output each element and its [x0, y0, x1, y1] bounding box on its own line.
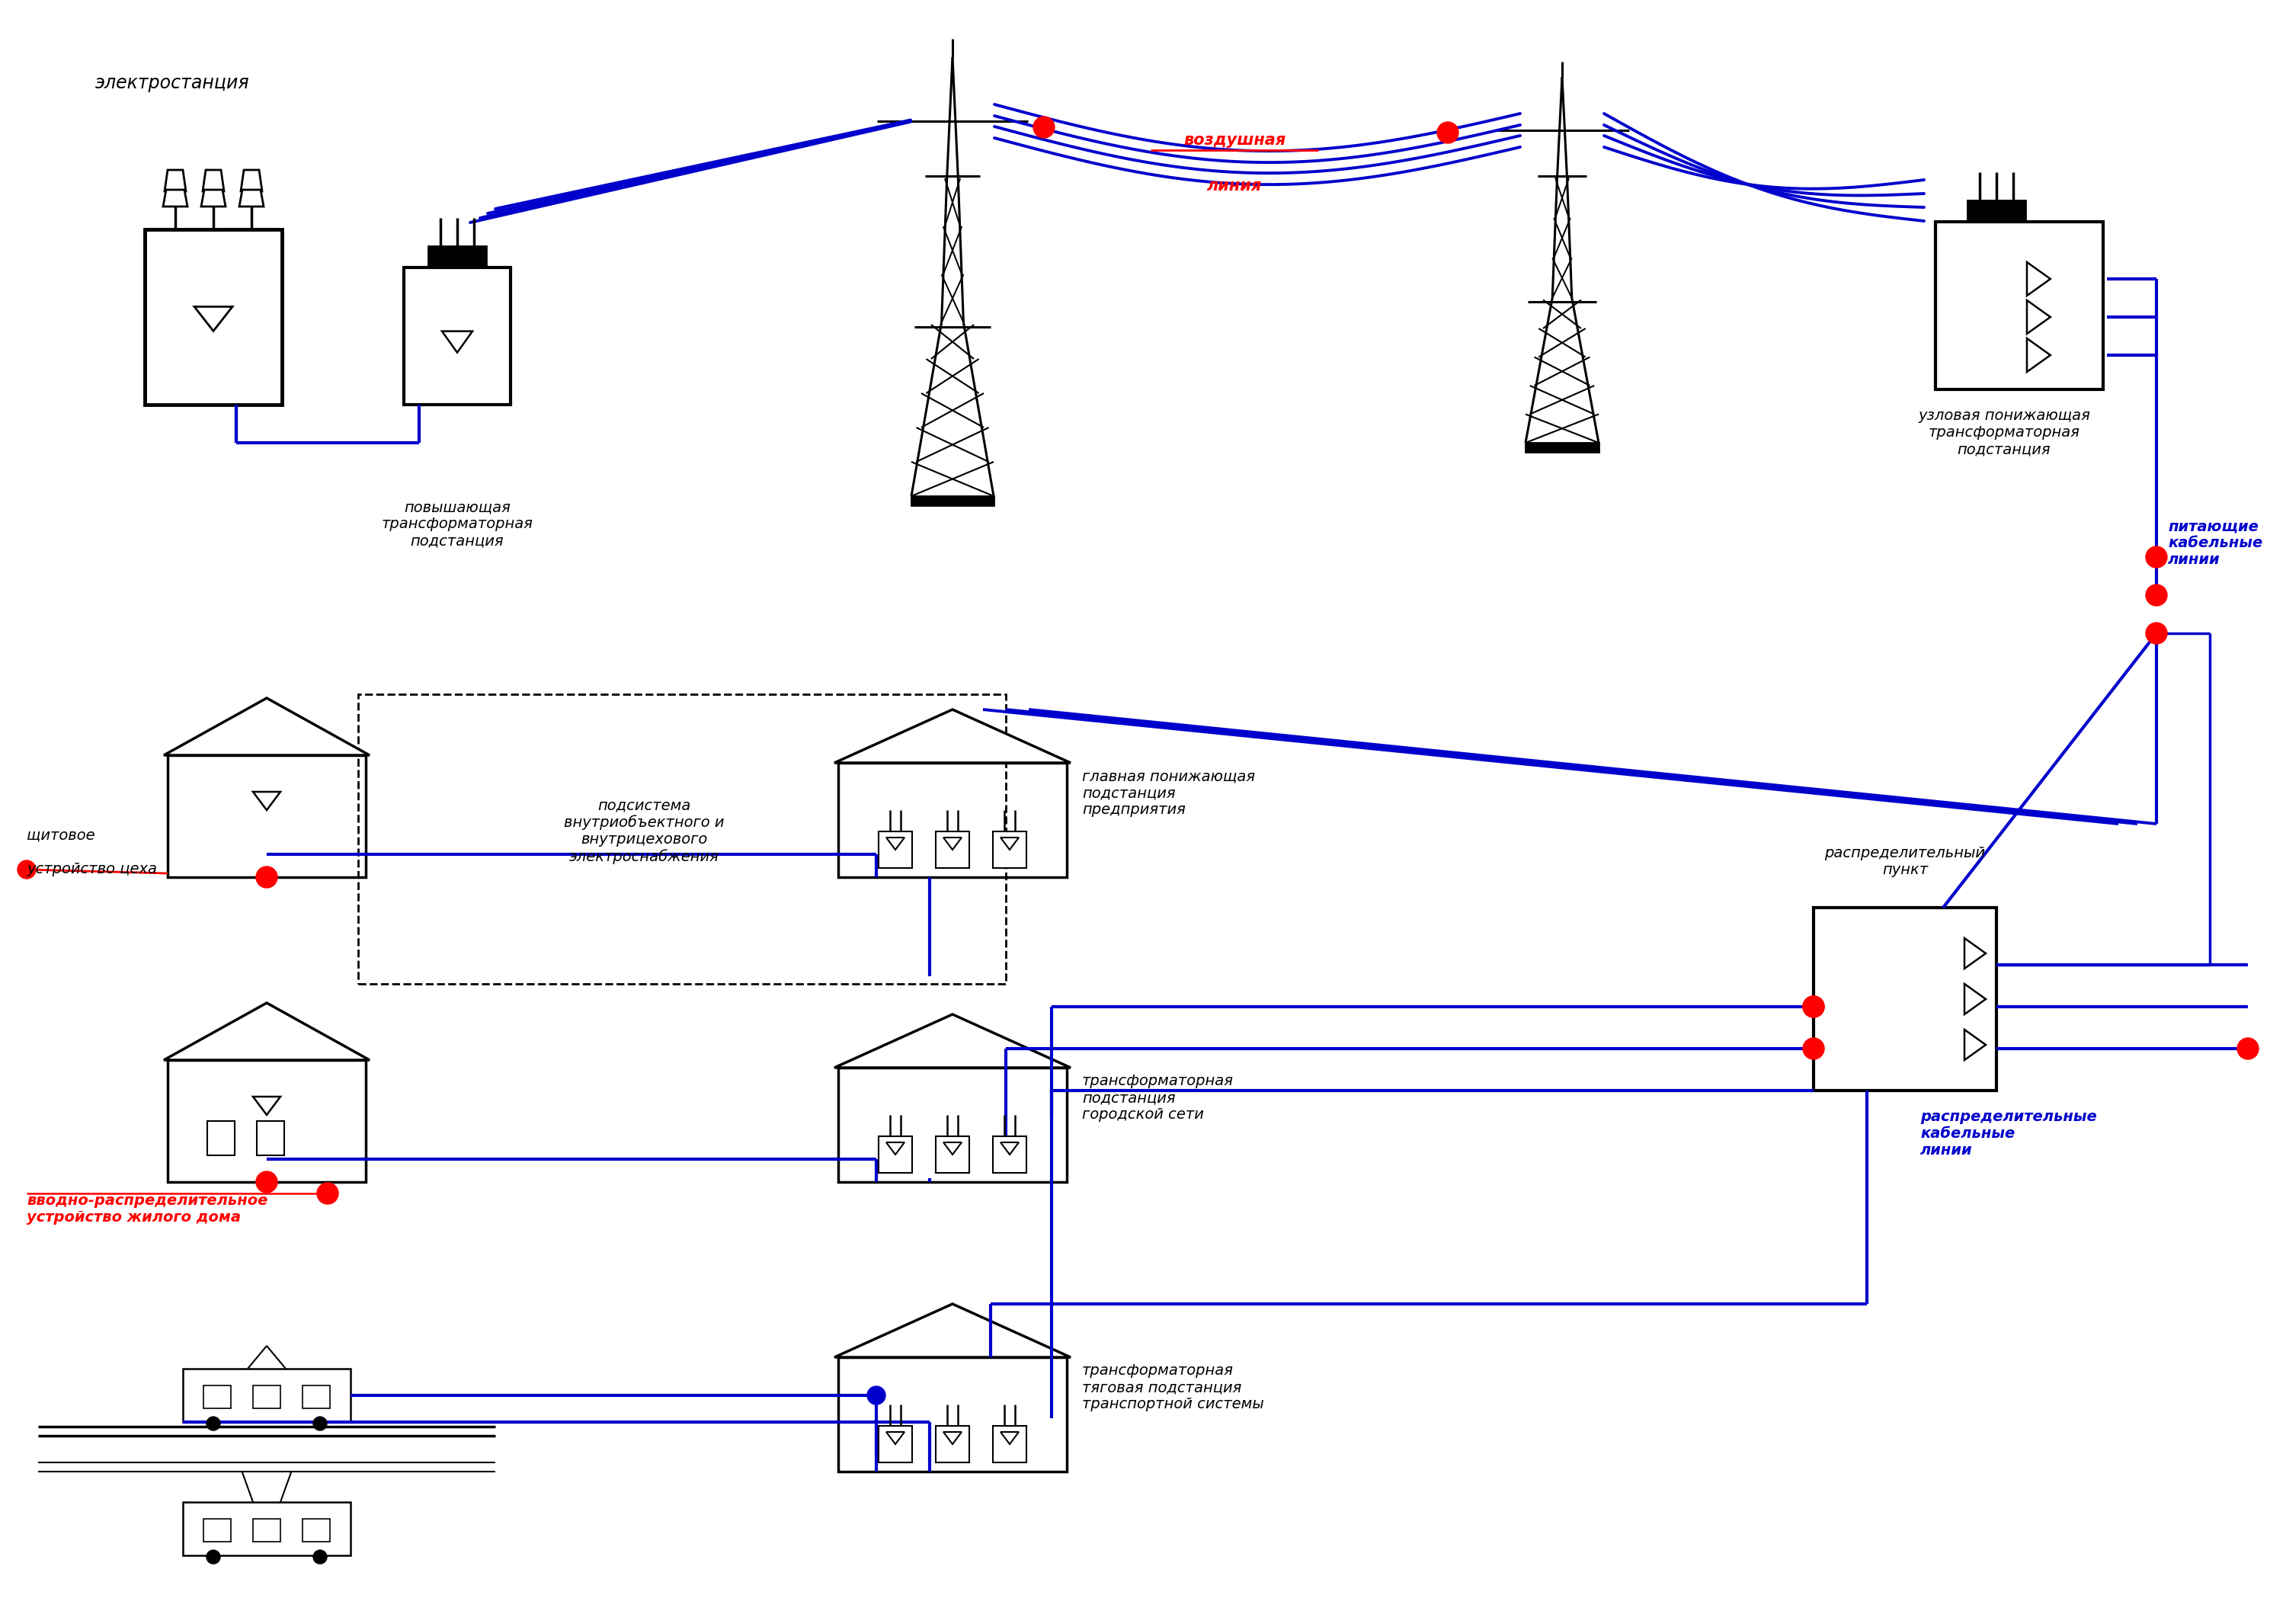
Circle shape	[206, 1549, 219, 1564]
Circle shape	[1804, 996, 1824, 1017]
Polygon shape	[240, 171, 263, 192]
Text: устройство цеха: устройство цеха	[27, 862, 158, 877]
Circle shape	[2147, 546, 2167, 568]
Text: распределительный
пункт: распределительный пункт	[1824, 846, 1984, 877]
Text: щитовое: щитовое	[27, 828, 96, 843]
Bar	[1968, 200, 2025, 222]
Text: воздушная: воздушная	[1184, 133, 1285, 148]
Polygon shape	[944, 1142, 962, 1155]
Circle shape	[313, 1416, 327, 1431]
Circle shape	[2147, 585, 2167, 606]
Polygon shape	[944, 838, 962, 849]
Circle shape	[1804, 996, 1824, 1017]
Polygon shape	[254, 793, 281, 810]
Polygon shape	[1964, 939, 1987, 968]
Polygon shape	[201, 190, 226, 206]
Bar	[167, 755, 366, 877]
Bar	[992, 1426, 1026, 1463]
Bar	[183, 1369, 350, 1423]
Text: линия: линия	[1207, 179, 1262, 193]
Circle shape	[866, 1387, 885, 1405]
Polygon shape	[2028, 300, 2051, 335]
Bar	[1525, 443, 1598, 451]
Polygon shape	[944, 1432, 962, 1444]
Bar	[878, 831, 912, 867]
Bar	[427, 247, 487, 268]
Bar	[254, 1385, 281, 1408]
Polygon shape	[834, 1304, 1070, 1358]
Text: вводно-распределительное
устройство жилого дома: вводно-распределительное устройство жило…	[27, 1194, 267, 1224]
Text: распределительные
кабельные
линии: распределительные кабельные линии	[1920, 1109, 2096, 1158]
Bar	[302, 1518, 329, 1541]
Bar	[839, 1067, 1068, 1182]
Circle shape	[256, 867, 277, 888]
Bar	[992, 1137, 1026, 1173]
Bar	[208, 1121, 235, 1155]
Polygon shape	[194, 307, 233, 331]
Bar	[167, 1060, 366, 1182]
Text: питающие
кабельные
линии: питающие кабельные линии	[2167, 520, 2263, 567]
Circle shape	[318, 1182, 338, 1203]
Polygon shape	[165, 171, 185, 192]
Text: трансформаторная
подстанция
городской сети: трансформаторная подстанция городской се…	[1081, 1073, 1234, 1122]
Polygon shape	[1001, 1432, 1020, 1444]
Polygon shape	[2028, 338, 2051, 372]
Polygon shape	[1964, 1030, 1987, 1060]
Polygon shape	[887, 838, 905, 849]
Bar	[256, 1121, 283, 1155]
Polygon shape	[887, 1432, 905, 1444]
Bar	[183, 1502, 350, 1556]
Circle shape	[2147, 622, 2167, 645]
Bar	[878, 1426, 912, 1463]
Circle shape	[256, 1171, 277, 1192]
Bar	[935, 1426, 969, 1463]
Circle shape	[206, 1416, 219, 1431]
Circle shape	[1804, 1038, 1824, 1059]
Circle shape	[1438, 122, 1458, 143]
Circle shape	[1033, 117, 1054, 138]
Text: трансформаторная
тяговая подстанция
транспортной системы: трансформаторная тяговая подстанция тран…	[1081, 1364, 1264, 1411]
Text: подсистема
внутриобъектного и
внутрицехового
электроснабжения: подсистема внутриобъектного и внутрицехо…	[565, 799, 725, 864]
Text: главная понижающая
подстанция
предприятия: главная понижающая подстанция предприяти…	[1081, 770, 1255, 817]
Text: повышающая
трансформаторная
подстанция: повышающая трансформаторная подстанция	[382, 500, 533, 547]
Bar	[839, 763, 1068, 877]
Circle shape	[18, 861, 37, 879]
Bar	[203, 1385, 231, 1408]
Polygon shape	[162, 190, 187, 206]
Polygon shape	[1001, 838, 1020, 849]
Bar	[839, 1358, 1068, 1471]
Bar	[359, 693, 1006, 984]
Polygon shape	[254, 1096, 281, 1116]
Bar	[935, 831, 969, 867]
Bar	[878, 1137, 912, 1173]
Polygon shape	[441, 331, 473, 352]
Circle shape	[2238, 1038, 2259, 1059]
Bar	[405, 268, 510, 404]
Bar	[144, 229, 281, 404]
Bar	[935, 1137, 969, 1173]
Bar	[912, 495, 994, 505]
Polygon shape	[834, 1015, 1070, 1067]
Polygon shape	[834, 710, 1070, 763]
Bar	[1936, 222, 2103, 390]
Bar	[254, 1518, 281, 1541]
Polygon shape	[165, 1004, 370, 1060]
Bar	[1813, 908, 1996, 1091]
Polygon shape	[1964, 984, 1987, 1015]
Bar	[203, 1518, 231, 1541]
Polygon shape	[1001, 1142, 1020, 1155]
Bar	[992, 831, 1026, 867]
Polygon shape	[240, 190, 263, 206]
Polygon shape	[203, 171, 224, 192]
Bar	[302, 1385, 329, 1408]
Polygon shape	[887, 1142, 905, 1155]
Text: электростанция: электростанция	[96, 75, 249, 93]
Polygon shape	[2028, 261, 2051, 296]
Circle shape	[313, 1549, 327, 1564]
Polygon shape	[165, 698, 370, 755]
Text: узловая понижающая
трансформаторная
подстанция: узловая понижающая трансформаторная подс…	[1918, 409, 2089, 456]
